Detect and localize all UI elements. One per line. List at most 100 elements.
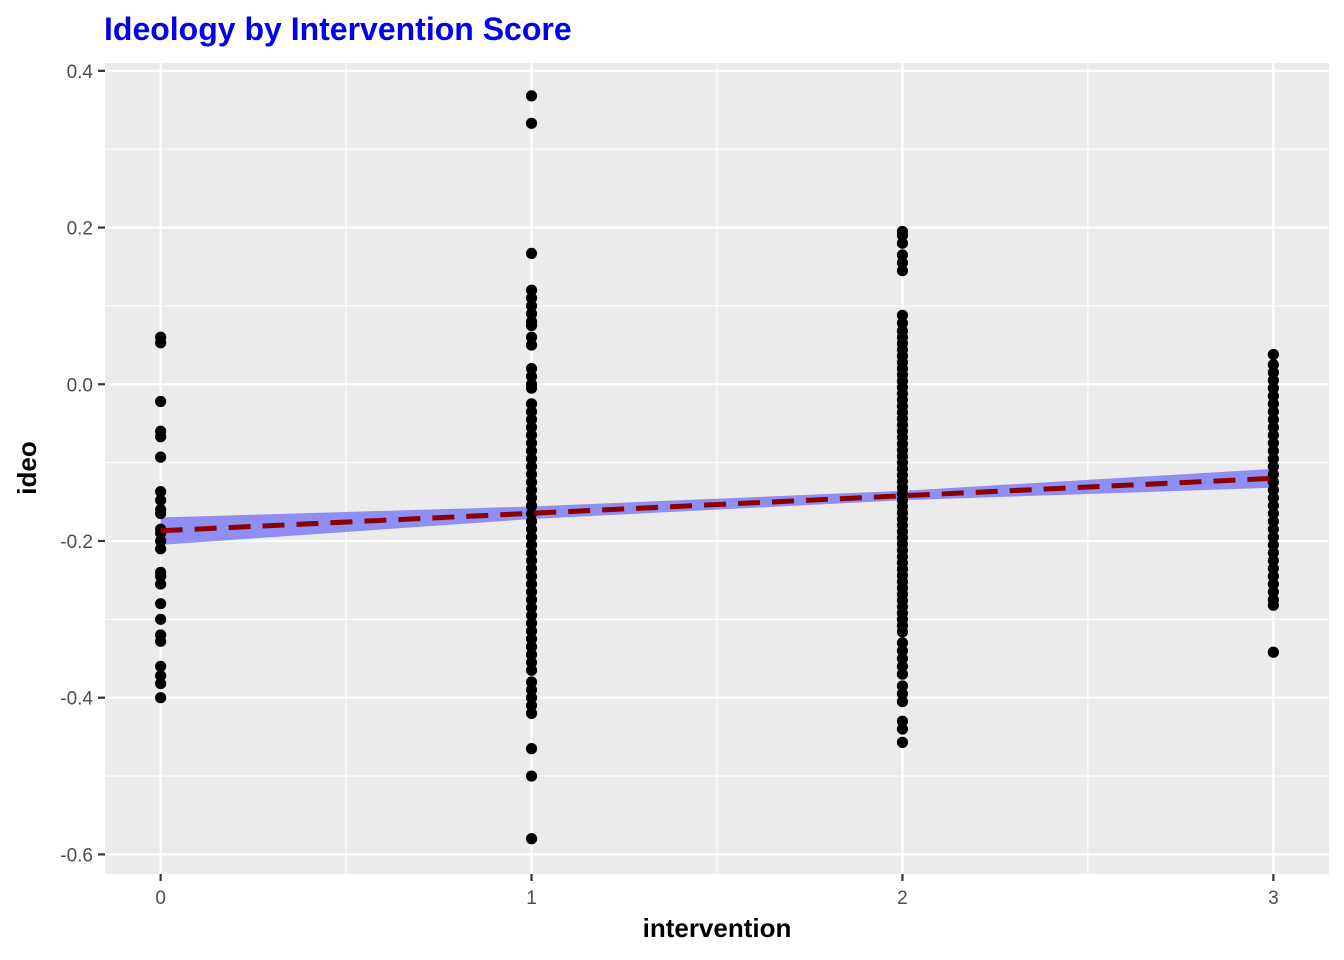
data-point — [1267, 547, 1279, 559]
data-point — [525, 284, 538, 296]
data-point — [525, 437, 538, 449]
data-point — [155, 677, 167, 690]
data-point — [525, 90, 538, 102]
data-point — [896, 249, 909, 261]
data-point — [155, 507, 167, 520]
data-point — [155, 670, 167, 682]
data-point — [525, 500, 538, 512]
data-point — [155, 660, 167, 672]
data-point — [1267, 646, 1279, 658]
data-point — [1267, 460, 1279, 473]
data-point — [155, 431, 167, 443]
data-point — [155, 692, 167, 704]
data-point — [896, 736, 909, 748]
data-point — [1267, 445, 1279, 457]
data-point — [1267, 437, 1279, 449]
data-point — [155, 337, 167, 349]
data-point — [525, 539, 538, 551]
data-point — [1267, 413, 1279, 426]
data-point — [896, 229, 909, 241]
data-point — [1267, 398, 1279, 410]
data-point — [1267, 554, 1279, 567]
data-point — [525, 594, 538, 606]
data-point — [155, 613, 167, 625]
data-point — [1267, 359, 1279, 371]
data-point — [525, 413, 538, 426]
data-point — [525, 370, 538, 383]
data-point — [525, 625, 538, 637]
data-point — [525, 523, 538, 535]
chart-title: Ideology by Intervention Score — [104, 11, 572, 47]
y-axis-title: ideo — [12, 441, 42, 494]
data-point — [525, 656, 538, 669]
data-point — [525, 382, 538, 394]
data-point — [155, 451, 167, 463]
data-point — [525, 429, 538, 441]
minor-gridlines — [105, 63, 1329, 874]
y-tick-label: -0.6 — [60, 845, 93, 866]
data-point — [525, 445, 538, 457]
data-point — [1267, 562, 1279, 575]
data-point — [1267, 507, 1279, 520]
data-point — [525, 547, 538, 559]
data-point — [1267, 390, 1279, 402]
data-point — [525, 247, 538, 260]
data-point — [525, 833, 538, 845]
data-points — [155, 90, 1279, 845]
data-point — [1267, 382, 1279, 394]
data-point — [896, 680, 909, 692]
data-point — [155, 598, 167, 610]
data-point — [155, 635, 167, 647]
data-point — [525, 641, 538, 653]
data-point — [1267, 476, 1279, 488]
data-point — [525, 633, 538, 645]
data-point — [1267, 468, 1279, 480]
data-point — [1267, 515, 1279, 527]
data-point — [525, 468, 538, 480]
data-point — [525, 586, 538, 598]
data-point — [525, 743, 538, 755]
y-tick-label: 0.2 — [67, 219, 93, 240]
data-point — [525, 648, 538, 661]
data-point — [155, 578, 167, 590]
data-point — [1267, 366, 1279, 379]
data-point — [525, 664, 538, 676]
data-point — [525, 476, 538, 488]
data-point — [525, 531, 538, 543]
data-point — [155, 570, 167, 582]
data-point — [525, 362, 538, 375]
data-point — [525, 398, 538, 410]
data-point — [1267, 421, 1279, 433]
data-point — [525, 492, 538, 504]
data-point — [1267, 539, 1279, 551]
data-point — [896, 723, 909, 735]
data-point — [1267, 500, 1279, 512]
data-point — [896, 715, 909, 727]
data-point — [896, 645, 909, 657]
data-point — [525, 684, 538, 696]
data-point — [525, 292, 538, 304]
data-point — [155, 494, 167, 506]
data-point — [525, 117, 538, 129]
data-point — [896, 668, 909, 680]
x-tick-label: 2 — [897, 888, 908, 909]
x-axis-title: intervention — [643, 913, 792, 943]
data-point — [1267, 531, 1279, 543]
y-tick-label: -0.2 — [60, 532, 93, 553]
data-point — [896, 237, 909, 249]
data-point — [525, 515, 538, 527]
data-point — [525, 601, 538, 614]
data-point — [525, 331, 538, 343]
data-point — [525, 770, 538, 782]
data-point — [1267, 599, 1279, 611]
data-point — [525, 617, 538, 629]
fit-line-layer — [160, 475, 1274, 534]
data-point — [525, 578, 538, 590]
data-point — [1267, 484, 1279, 496]
data-point — [1267, 348, 1279, 361]
data-point — [896, 660, 909, 672]
data-point — [525, 699, 538, 712]
y-axis: -0.6 -0.4 -0.2 0.0 0.2 0.4 — [60, 62, 105, 866]
data-point — [525, 707, 538, 719]
